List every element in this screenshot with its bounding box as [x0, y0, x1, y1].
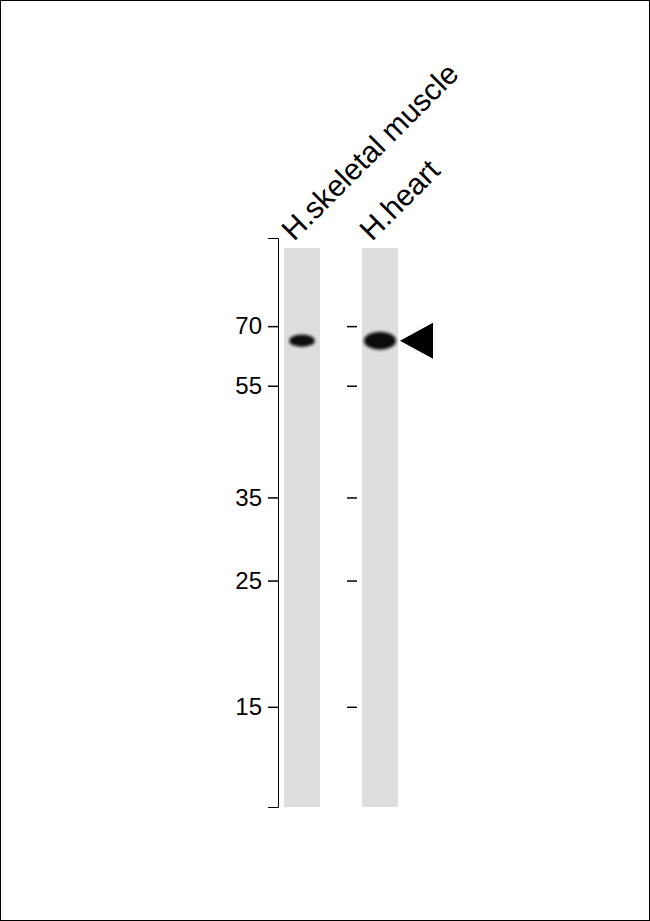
- tick: 15: [235, 693, 278, 720]
- frame: [1, 1, 650, 921]
- tick-mark: [268, 707, 278, 709]
- lane-label: H.heart: [353, 153, 446, 246]
- tick-label: 55: [235, 372, 262, 399]
- tick: [347, 326, 357, 327]
- bands: [289, 332, 396, 350]
- tick-mark: [268, 580, 278, 582]
- y-axis: 70 55 35 25 15: [235, 239, 278, 808]
- lane: [284, 248, 320, 807]
- tick-label: 70: [235, 312, 262, 339]
- tick-mark: [347, 497, 357, 499]
- tick-label: 35: [235, 484, 262, 511]
- tick-label: 25: [235, 567, 262, 594]
- lanes: [284, 248, 398, 807]
- tick-mark: [268, 326, 278, 328]
- lane-labels: H.skeletal muscleH.heart: [275, 57, 465, 247]
- tick-mark: [347, 707, 357, 709]
- lane: [362, 248, 398, 807]
- tick: 35: [235, 484, 278, 511]
- tick: [347, 497, 357, 498]
- lane-label: H.skeletal muscle: [275, 57, 465, 247]
- tick: [347, 707, 357, 708]
- axis-line: [268, 239, 279, 808]
- lane-ticks: [347, 327, 357, 708]
- tick-mark: [268, 497, 278, 499]
- band: [364, 332, 396, 350]
- band: [289, 334, 315, 346]
- tick-mark: [347, 580, 357, 582]
- arrowhead: [400, 323, 433, 359]
- tick: 70: [235, 312, 278, 339]
- blot-figure: 70 55 35 25 15 H.skeletal muscleH.heart: [0, 0, 650, 921]
- tick: 25: [235, 567, 278, 594]
- tick: 55: [235, 372, 278, 399]
- tick-label: 15: [235, 693, 262, 720]
- tick-mark: [347, 385, 357, 387]
- tick: [347, 386, 357, 387]
- tick-mark: [347, 326, 357, 328]
- tick: [347, 581, 357, 582]
- tick-mark: [268, 385, 278, 387]
